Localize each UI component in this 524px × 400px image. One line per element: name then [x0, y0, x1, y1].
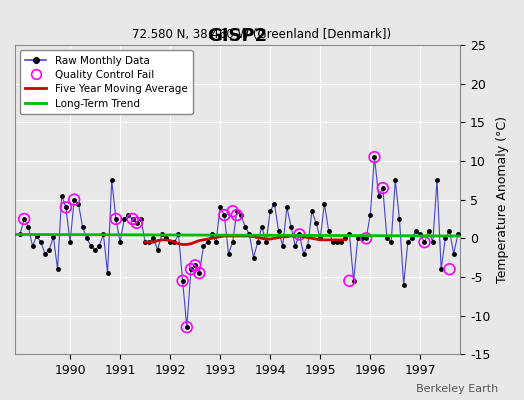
Title: GISP2: GISP2 [208, 27, 268, 45]
Point [195, 270, 203, 276]
Point [182, 324, 191, 330]
Text: Berkeley Earth: Berkeley Earth [416, 384, 498, 394]
Point [62, 204, 70, 210]
Point [295, 231, 303, 238]
Point [133, 220, 141, 226]
Y-axis label: Temperature Anomaly (°C): Temperature Anomaly (°C) [496, 116, 509, 283]
Point [233, 212, 241, 218]
Point [220, 212, 228, 218]
Point [191, 262, 199, 268]
Point [379, 185, 387, 191]
Point [362, 235, 370, 242]
Point [345, 278, 354, 284]
Point [70, 196, 79, 203]
Point [20, 216, 28, 222]
Text: 72.580 N, 38.460 W (Greenland [Denmark]): 72.580 N, 38.460 W (Greenland [Denmark]) [133, 28, 391, 41]
Legend: Raw Monthly Data, Quality Control Fail, Five Year Moving Average, Long-Term Tren: Raw Monthly Data, Quality Control Fail, … [20, 50, 192, 114]
Point [179, 278, 187, 284]
Point [112, 216, 120, 222]
Point [420, 239, 429, 245]
Point [370, 154, 379, 160]
Point [187, 266, 195, 272]
Point [128, 216, 137, 222]
Point [445, 266, 454, 272]
Point [228, 208, 237, 214]
